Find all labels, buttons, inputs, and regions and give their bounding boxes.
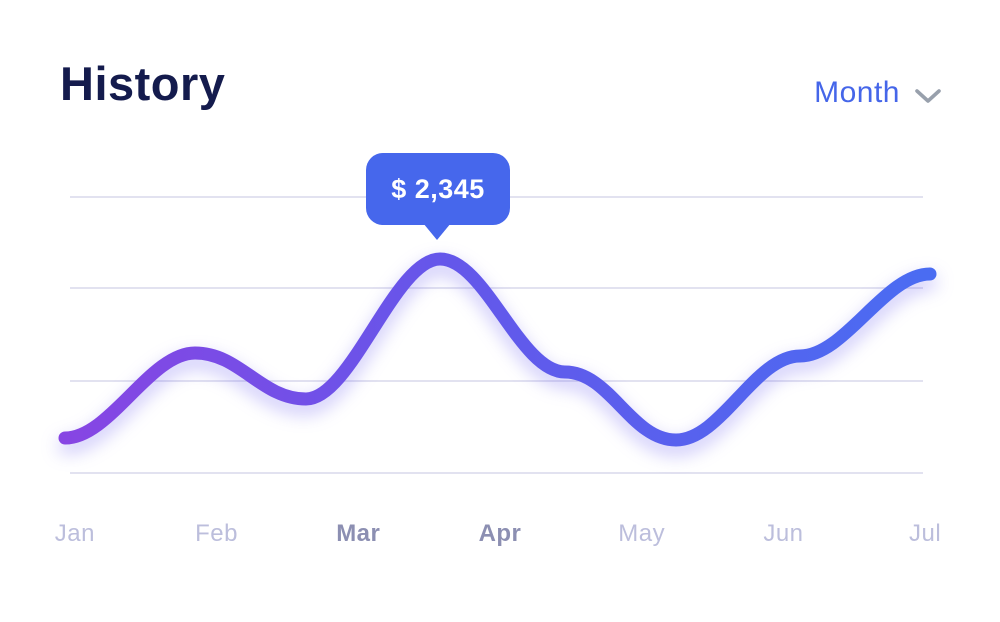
period-dropdown-value: Month	[814, 76, 900, 109]
value-tooltip-text: $ 2,345	[391, 173, 485, 204]
x-axis-label-jul: Jul	[909, 520, 942, 547]
value-tooltip[interactable]: $ 2,345	[366, 153, 510, 240]
x-axis: Jan Feb Mar Apr May Jun Jul	[4, 520, 996, 548]
x-axis-label-apr: Apr	[478, 520, 522, 547]
period-dropdown[interactable]: Month	[814, 76, 942, 110]
history-line-series	[58, 252, 937, 447]
gridlines	[70, 196, 923, 474]
x-axis-label-may: May	[618, 520, 666, 547]
x-axis-label-jan: Jan	[54, 520, 95, 547]
tooltip-pointer	[423, 223, 451, 240]
x-axis-label-feb: Feb	[195, 520, 238, 547]
x-axis-label-mar: Mar	[336, 520, 381, 547]
x-axis-label-jun: Jun	[763, 520, 804, 547]
page-title: History	[60, 57, 226, 110]
chevron-down-icon	[914, 87, 942, 105]
